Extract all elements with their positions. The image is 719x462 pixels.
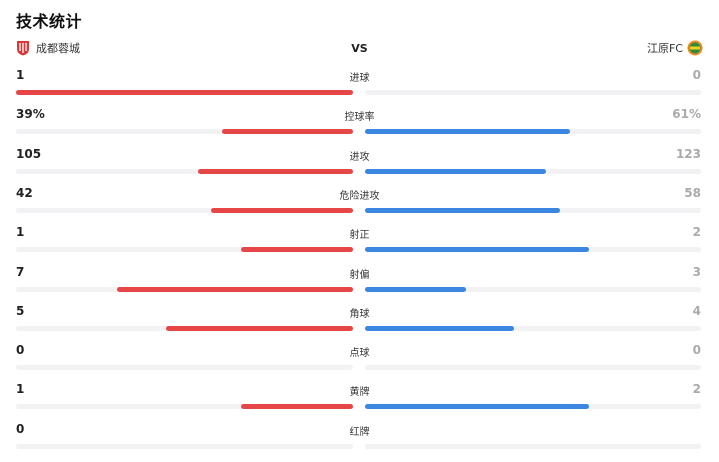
stat-row: 105 进攻 123 <box>0 147 719 187</box>
stat-row: 1 射正 2 <box>0 225 719 265</box>
home-stat-bar-track <box>16 129 353 135</box>
home-stat-bar-track <box>16 247 353 253</box>
home-team-name: 成都蓉城 <box>36 42 80 55</box>
stat-row: 0 点球 0 <box>0 343 719 383</box>
stat-label: 红牌 <box>349 426 370 438</box>
away-stat-bar-track <box>365 404 701 410</box>
home-stat-bar <box>197 168 353 174</box>
away-stat-bar-track <box>365 90 701 95</box>
home-stat-bar <box>221 129 353 135</box>
home-stat-bar <box>211 207 353 213</box>
stat-label: 危险进攻 <box>339 190 380 202</box>
teams-header: 成都蓉城 VS 江原FC <box>0 40 719 60</box>
home-stat-value: 39% <box>16 107 45 122</box>
away-stat-value: 2 <box>692 382 701 397</box>
away-team-name: 江原FC <box>646 42 683 55</box>
stat-row: 7 射偏 3 <box>0 265 719 305</box>
home-stat-bar-track <box>16 443 353 449</box>
home-stat-value: 1 <box>16 68 25 82</box>
home-stat-value: 1 <box>16 382 25 397</box>
away-stat-value: 2 <box>692 225 701 240</box>
stat-row: 1 黄牌 2 <box>0 382 719 422</box>
home-stat-bar-track <box>16 325 353 331</box>
away-stat-value: 61% <box>672 107 701 122</box>
away-stat-bar <box>365 247 590 253</box>
home-stat-value: 0 <box>16 421 25 436</box>
home-stat-bar <box>16 90 353 95</box>
away-team-logo-icon <box>687 40 703 56</box>
home-stat-bar-track <box>16 207 353 213</box>
home-stat-bar <box>165 325 353 331</box>
away-stat-bar-track <box>365 365 701 371</box>
away-stat-bar-track <box>365 325 701 331</box>
away-stat-value: 3 <box>692 264 701 279</box>
stat-label: 射正 <box>349 230 370 242</box>
home-stat-value: 1 <box>16 225 25 240</box>
away-stat-bar-track <box>365 286 701 292</box>
away-stat-bar <box>365 168 547 174</box>
away-stat-value: 58 <box>684 185 701 200</box>
away-stat-value: 123 <box>675 146 701 161</box>
home-stat-bar <box>240 404 353 410</box>
page-title: 技术统计 <box>16 12 83 31</box>
vs-label: VS <box>351 42 368 55</box>
stat-label: 黄牌 <box>349 387 370 399</box>
stat-row: 0 红牌 <box>0 422 719 462</box>
away-stat-bar <box>365 286 466 292</box>
away-stat-bar <box>365 404 590 410</box>
stat-label: 进球 <box>349 73 370 84</box>
home-stat-value: 42 <box>16 185 33 200</box>
away-stat-value: 0 <box>692 343 701 358</box>
stat-row: 42 危险进攻 58 <box>0 186 719 226</box>
home-stat-bar-track <box>16 90 353 95</box>
home-stat-value: 0 <box>16 343 25 358</box>
stat-row: 1 进球 0 <box>0 68 719 108</box>
away-stat-value: 4 <box>692 303 701 318</box>
home-stat-value: 5 <box>16 303 25 318</box>
away-stat-bar <box>365 325 515 331</box>
away-stat-bar-track <box>365 168 701 174</box>
away-stat-bar-track <box>365 443 701 449</box>
away-stat-bar <box>365 129 570 135</box>
home-stat-bar-track <box>16 365 353 371</box>
stat-row: 39% 控球率 61% <box>0 107 719 147</box>
home-stat-bar-track <box>16 286 353 292</box>
home-stat-bar-track <box>16 168 353 174</box>
stat-label: 进攻 <box>349 151 370 163</box>
away-stat-value: 0 <box>692 68 701 82</box>
home-stat-bar <box>240 247 353 253</box>
away-stat-bar-track <box>365 129 701 135</box>
away-stat-bar-track <box>365 207 701 213</box>
home-stat-bar-track <box>16 404 353 410</box>
away-stat-bar <box>365 207 560 213</box>
home-team-logo-icon <box>17 41 29 56</box>
home-stat-value: 7 <box>16 264 25 279</box>
home-team[interactable]: 成都蓉城 <box>16 40 80 56</box>
stat-label: 控球率 <box>344 112 375 124</box>
away-stat-bar-track <box>365 247 701 253</box>
home-stat-bar <box>117 286 353 292</box>
stat-label: 角球 <box>349 308 370 320</box>
stat-label: 射偏 <box>349 269 370 281</box>
away-team[interactable]: 江原FC <box>647 40 703 56</box>
home-stat-value: 105 <box>16 146 42 161</box>
stat-label: 点球 <box>349 348 370 360</box>
stat-row: 5 角球 4 <box>0 304 719 344</box>
